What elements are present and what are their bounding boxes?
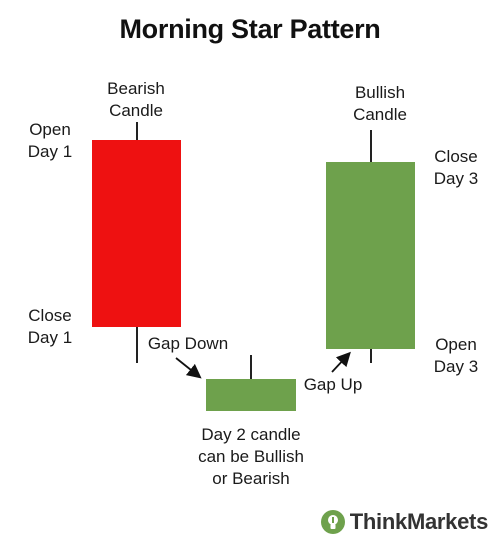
label-open-day3: Open Day 3 [433,335,479,376]
gap-up-arrow [331,351,351,373]
day1-body [92,140,181,327]
label-close-day1: Close Day 1 [27,306,73,347]
thinkmarkets-logo: ThinkMarkets [320,509,488,535]
day3-body [326,162,415,349]
day1-lower-wick [136,327,138,363]
label-close-day3: Close Day 3 [433,147,479,188]
gap-down-arrow [175,357,202,379]
day2-upper-wick [250,355,252,379]
day3-upper-wick [370,130,372,162]
day3-lower-wick [370,349,372,363]
label-gap-down: Gap Down [147,334,229,353]
day2-body [206,379,296,411]
label-open-day1: Open Day 1 [27,120,73,161]
logo-text: ThinkMarkets [349,509,489,534]
lightbulb-icon [320,510,345,534]
diagram-title: Morning Star Pattern [119,14,381,44]
label-bearish-candle: Bearish Candle [107,79,165,120]
day1-upper-wick [136,122,138,140]
label-gap-up: Gap Up [303,375,363,394]
label-day2-note: Day 2 candle can be Bullish or Bearish [198,425,304,488]
label-bullish-candle: Bullish Candle [353,83,407,124]
